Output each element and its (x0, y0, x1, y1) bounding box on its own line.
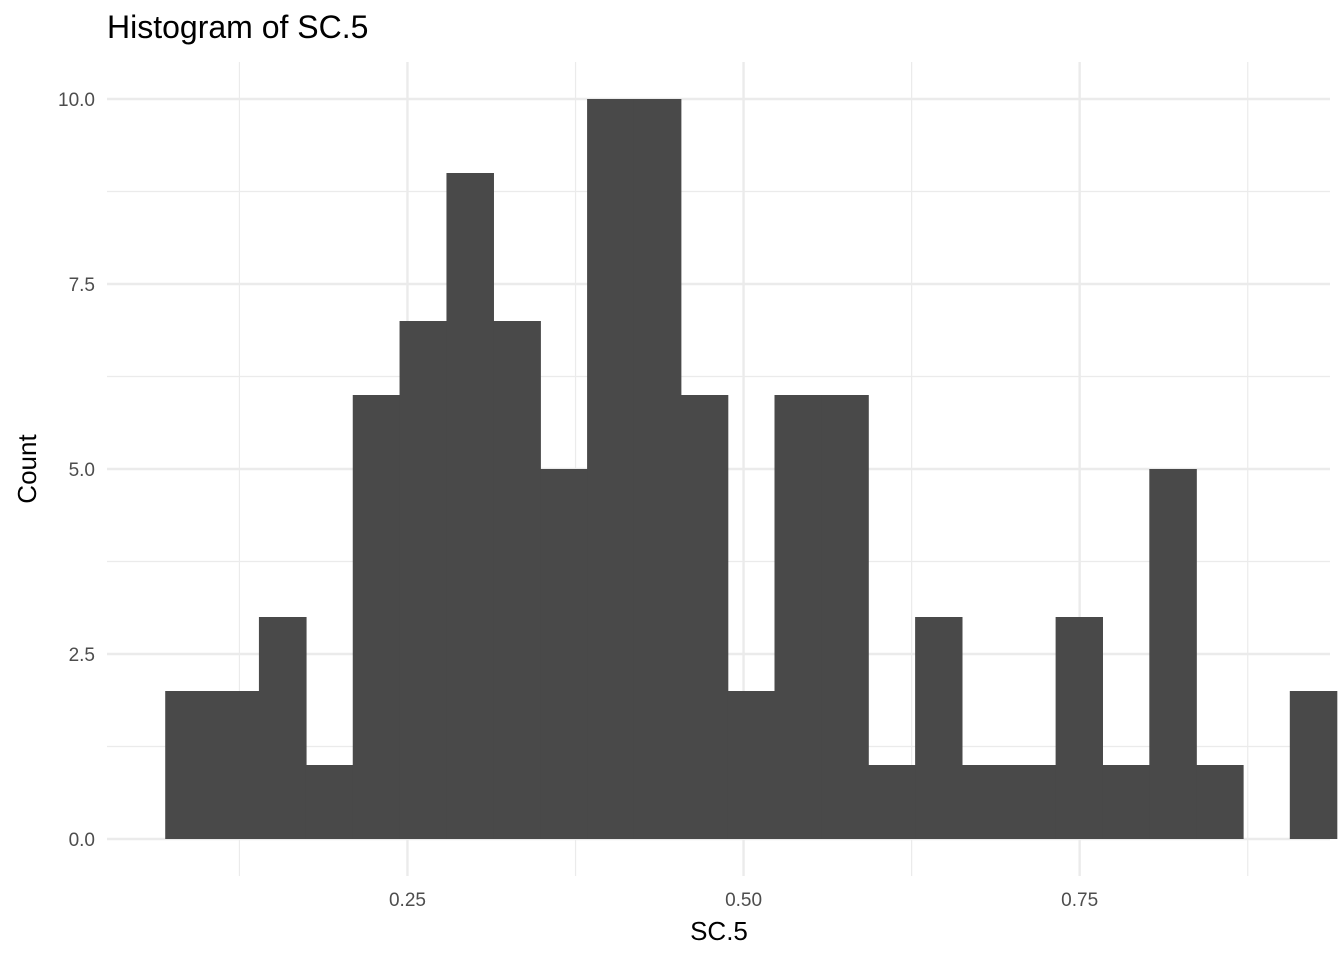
histogram-bars (165, 99, 1338, 839)
histogram-bar-11 (633, 99, 682, 839)
histogram-bar-17 (915, 617, 963, 839)
y-tick-label: 2.5 (69, 645, 95, 666)
histogram-bar-4 (305, 765, 354, 839)
histogram-bar-1 (165, 691, 213, 839)
histogram-bar-8 (493, 321, 541, 839)
histogram-bar-5 (352, 395, 401, 839)
histogram-bar-21 (1102, 765, 1150, 839)
histogram-bar-10 (587, 99, 635, 839)
histogram-bar-12 (680, 395, 729, 839)
x-tick-label: 0.25 (389, 890, 426, 911)
histogram-bar-9 (540, 469, 588, 839)
histogram-bar-22 (1149, 469, 1197, 839)
y-axis-title: Count (12, 434, 42, 504)
x-axis-title: SC.5 (690, 916, 748, 946)
histogram-bar-20 (1055, 617, 1103, 839)
histogram-bar-13 (727, 691, 776, 839)
histogram-bar-23 (1196, 765, 1244, 839)
y-tick-label: 7.5 (69, 275, 95, 296)
histogram-bar-14 (774, 395, 822, 839)
histogram-bar-6 (399, 321, 448, 839)
y-tick-label: 0.0 (69, 830, 95, 851)
histogram-bar-16 (868, 765, 916, 839)
chart-title: Histogram of SC.5 (107, 9, 368, 45)
histogram-bar-3 (258, 617, 307, 839)
histogram-bar-2 (211, 691, 260, 839)
y-tick-label: 5.0 (69, 460, 95, 481)
histogram-bar-25 (1289, 691, 1338, 839)
x-axis-tick-labels: 0.25 0.50 0.75 (389, 890, 1098, 911)
histogram-bar-19 (1008, 765, 1057, 839)
x-tick-label: 0.50 (725, 890, 762, 911)
histogram-bar-7 (446, 173, 494, 839)
y-tick-label: 10.0 (58, 90, 95, 111)
histogram-bar-18 (961, 765, 1010, 839)
y-axis-tick-labels: 0.0 2.5 5.0 7.5 10.0 (58, 90, 95, 851)
x-tick-label: 0.75 (1061, 890, 1098, 911)
histogram-bar-15 (821, 395, 869, 839)
